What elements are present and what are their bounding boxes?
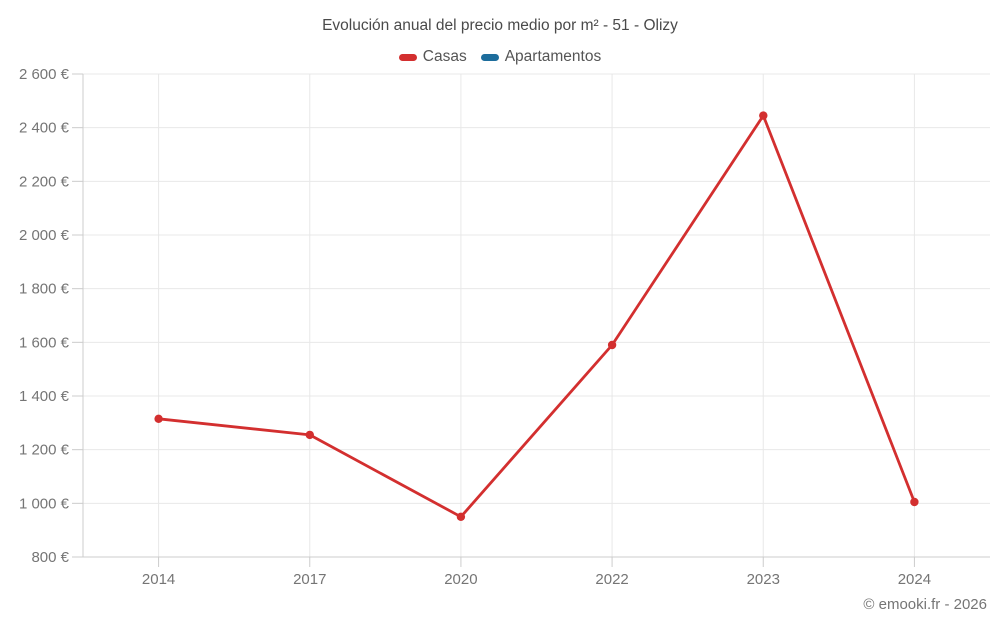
legend-swatch-casas-icon	[398, 53, 417, 61]
chart-credit: © emooki.fr - 2026	[863, 596, 987, 613]
x-tick-label: 2017	[293, 571, 326, 588]
data-point[interactable]	[910, 497, 919, 507]
chart-legend: Casas Apartamentos	[0, 48, 1000, 66]
legend-item-casas[interactable]: Casas	[398, 48, 467, 66]
y-tick-label: 1 400 €	[19, 388, 70, 405]
x-tick-label: 2022	[595, 571, 628, 588]
data-point[interactable]	[759, 111, 768, 120]
chart-title: Evolución anual del precio medio por m² …	[322, 17, 678, 34]
x-tick-label: 2014	[142, 571, 175, 588]
y-tick-label: 1 600 €	[19, 334, 70, 351]
series-line	[157, 114, 916, 519]
y-tick-label: 1 200 €	[19, 442, 70, 459]
y-axis-grid: 800 € 1 000 € 1 200 € 1 400 € 1 600 € 1 800 €…	[19, 66, 990, 566]
y-tick-label: 2 600 €	[19, 66, 70, 83]
y-tick-label: 1 000 €	[19, 495, 70, 512]
y-tick-label: 2 200 €	[19, 173, 70, 190]
data-point[interactable]	[154, 414, 163, 423]
series-casas	[154, 111, 919, 521]
y-tick-label: 2 000 €	[19, 227, 70, 244]
data-point[interactable]	[607, 340, 617, 350]
legend-item-apartamentos[interactable]: Apartamentos	[480, 48, 602, 66]
legend-label-apartamentos: Apartamentos	[504, 48, 602, 65]
y-tick-label: 800 €	[31, 549, 69, 566]
x-tick-label: 2020	[444, 571, 477, 588]
legend-label-casas: Casas	[422, 48, 467, 65]
x-tick-label: 2024	[898, 571, 931, 588]
x-tick-label: 2023	[747, 571, 780, 588]
y-tick-label: 2 400 €	[19, 120, 70, 137]
y-tick-label: 1 800 €	[19, 281, 70, 298]
legend-swatch-apartamentos-icon	[480, 53, 499, 61]
data-point[interactable]	[305, 430, 314, 440]
data-point[interactable]	[456, 512, 466, 521]
x-axis-grid: 2014 2017 2020 2022 2023 2024	[142, 74, 931, 588]
